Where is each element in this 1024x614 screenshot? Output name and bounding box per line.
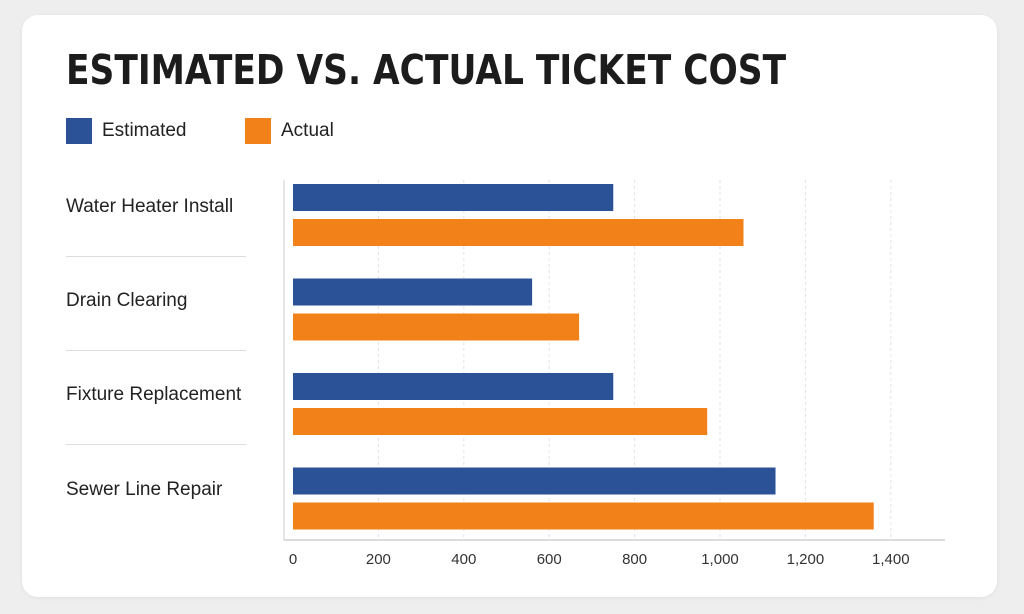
category-separator	[66, 444, 246, 445]
bar-estimated-water-heater-install	[293, 184, 614, 211]
category-label-drain-clearing: Drain Clearing	[66, 290, 188, 311]
bar-actual-water-heater-install	[293, 219, 744, 246]
x-tick-label: 0	[289, 551, 297, 568]
x-tick-label: 600	[537, 551, 562, 568]
category-label-fixture-replacement: Fixture Replacement	[66, 384, 242, 405]
x-tick-label: 1,000	[701, 551, 739, 568]
x-tick-label: 1,400	[872, 551, 910, 568]
legend-label-actual: Actual	[281, 120, 334, 141]
legend-label-estimated: Estimated	[102, 120, 187, 141]
legend-item-actual: Actual	[245, 118, 334, 144]
x-tick-label: 800	[622, 551, 647, 568]
x-tick-label: 1,200	[787, 551, 825, 568]
bar-estimated-sewer-line-repair	[293, 467, 776, 495]
bar-estimated-drain-clearing	[293, 278, 533, 306]
bar-actual-sewer-line-repair	[293, 502, 874, 530]
x-tick-label: 200	[366, 551, 391, 568]
category-label-water-heater-install: Water Heater Install	[66, 196, 234, 217]
legend-swatch-estimated	[66, 118, 92, 144]
category-label-sewer-line-repair: Sewer Line Repair	[66, 479, 223, 500]
legend-swatch-actual	[245, 118, 271, 144]
bar-actual-fixture-replacement	[293, 408, 708, 435]
category-separator	[66, 256, 246, 257]
category-separator	[66, 350, 246, 351]
x-tick-label: 400	[451, 551, 476, 568]
legend-item-estimated: Estimated	[66, 118, 186, 144]
chart-card	[22, 15, 997, 597]
bar-actual-drain-clearing	[293, 313, 580, 341]
chart-title: ESTIMATED VS. ACTUAL TICKET COST	[66, 46, 787, 94]
bar-estimated-fixture-replacement	[293, 373, 614, 400]
